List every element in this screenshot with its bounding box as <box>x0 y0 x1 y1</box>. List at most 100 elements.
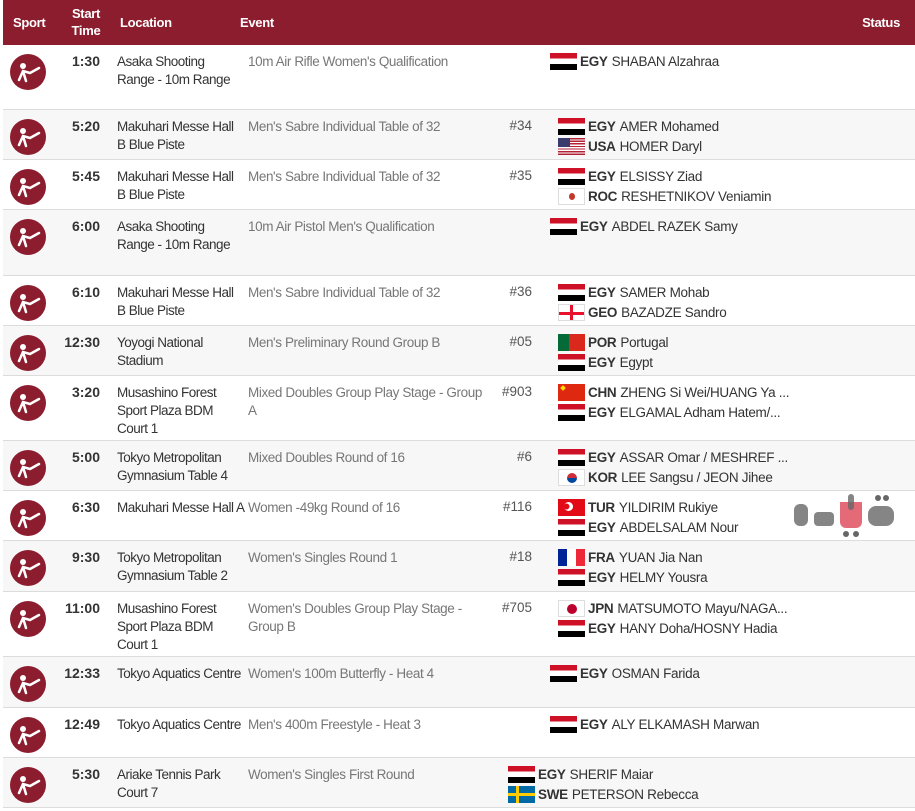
competitor[interactable]: EGY SHERIF Maiar <box>508 764 698 784</box>
event-name[interactable]: Mixed Doubles Round of 16 <box>248 450 405 465</box>
event-name[interactable]: Men's Sabre Individual Table of 32 <box>248 169 441 184</box>
competitors: TUR YILDIRIM Rukiye EGY ABDELSALAM Nour <box>558 497 738 537</box>
table-row[interactable]: 5:45 Makuhari Messe Hall B Blue Piste Me… <box>3 160 915 210</box>
competitor[interactable]: EGY SHABAN Alzahraa <box>550 51 719 71</box>
match-number: #36 <box>509 284 532 299</box>
noc-code: EGY <box>588 620 616 636</box>
flag-egy-icon <box>558 448 585 466</box>
event-name[interactable]: Men's Sabre Individual Table of 32 <box>248 119 441 134</box>
table-tennis-icon <box>10 450 46 486</box>
competitors: EGY ALY ELKAMASH Marwan <box>550 714 760 734</box>
noc-code: EGY <box>588 404 616 420</box>
competitor[interactable]: POR Portugal <box>558 332 669 352</box>
event-name[interactable]: Men's Preliminary Round Group B <box>248 335 441 350</box>
flag-egy-icon <box>508 765 535 783</box>
location: Tokyo Metropolitan Gymnasium Table 4 <box>117 450 228 483</box>
noc-code: GEO <box>588 304 618 320</box>
competitors: EGY AMER Mohamed USA HOMER Daryl <box>558 116 719 156</box>
competitor[interactable]: EGY ABDEL RAZEK Samy <box>550 216 738 236</box>
table-row[interactable]: 5:30 Ariake Tennis Park Court 7 Women's … <box>3 758 915 808</box>
start-time: 6:00 <box>71 218 100 234</box>
location: Asaka Shooting Range - 10m Range <box>117 219 231 252</box>
competitor[interactable]: JPN MATSUMOTO Mayu/NAGA... <box>558 598 788 618</box>
flag-jpn-icon <box>558 599 585 617</box>
event-name[interactable]: Women's Singles First Round <box>248 767 415 782</box>
competitor[interactable]: EGY ABDELSALAM Nour <box>558 517 738 537</box>
table-row[interactable]: 9:30 Tokyo Metropolitan Gymnasium Table … <box>3 541 915 592</box>
competitor[interactable]: EGY AMER Mohamed <box>558 116 719 136</box>
start-time: 12:33 <box>64 665 100 681</box>
location: Tokyo Aquatics Centre <box>117 717 241 732</box>
event-name[interactable]: Mixed Doubles Group Play Stage - Group A <box>248 385 482 418</box>
competitor[interactable]: EGY ELGAMAL Adham Hatem/... <box>558 402 789 422</box>
competitor[interactable]: KOR LEE Sangsu / JEON Jihee <box>558 467 788 487</box>
competitor[interactable]: EGY ELSISSY Ziad <box>558 166 771 186</box>
competitors: EGY OSMAN Farida <box>550 663 700 683</box>
competitor[interactable]: EGY SAMER Mohab <box>558 282 726 302</box>
competitor[interactable]: EGY HANY Doha/HOSNY Hadia <box>558 618 787 638</box>
competitors: EGY SHABAN Alzahraa <box>550 51 719 71</box>
table-row[interactable]: 5:00 Tokyo Metropolitan Gymnasium Table … <box>3 441 915 491</box>
event-name[interactable]: Men's 400m Freestyle - Heat 3 <box>248 717 421 732</box>
header-sport: Sport <box>13 15 46 30</box>
competitor-name: HELMY Yousra <box>619 569 708 585</box>
competitor[interactable]: ROC RESHETNIKOV Veniamin <box>558 186 771 206</box>
competitor[interactable]: USA HOMER Daryl <box>558 136 719 156</box>
table-row[interactable]: 6:30 Makuhari Messe Hall A Women -49kg R… <box>3 491 915 541</box>
start-time: 3:20 <box>71 384 100 400</box>
competitor[interactable]: EGY ASSAR Omar / MESHREF ... <box>558 447 788 467</box>
competitor[interactable]: EGY HELMY Yousra <box>558 567 708 587</box>
competitor[interactable]: SWE PETERSON Rebecca <box>508 784 699 804</box>
noc-code: EGY <box>580 716 608 732</box>
flag-roc-icon <box>558 187 585 205</box>
flag-por-icon <box>558 333 585 351</box>
competitor-name: LEE Sangsu / JEON Jihee <box>621 469 773 485</box>
table-row[interactable]: 12:33 Tokyo Aquatics Centre Women's 100m… <box>3 657 915 708</box>
noc-code: SWE <box>538 786 568 802</box>
competitor-name: HOMER Daryl <box>619 138 703 154</box>
badminton-icon <box>10 385 46 421</box>
location: Makuhari Messe Hall B Blue Piste <box>117 119 234 152</box>
competitor[interactable]: EGY Egypt <box>558 352 668 372</box>
noc-code: JPN <box>588 600 614 616</box>
table-row[interactable]: 6:00 Asaka Shooting Range - 10m Range 10… <box>3 210 915 276</box>
event-name[interactable]: 10m Air Rifle Women's Qualification <box>248 54 448 69</box>
competitor[interactable]: GEO BAZADZE Sandro <box>558 302 727 322</box>
competitors: EGY ELSISSY Ziad ROC RESHETNIKOV Veniami… <box>558 166 771 206</box>
event-name[interactable]: 10m Air Pistol Men's Qualification <box>248 219 435 234</box>
competitor-name: AMER Mohamed <box>619 118 719 134</box>
flag-egy-icon <box>550 52 577 70</box>
competitor-name: SHERIF Maiar <box>569 766 654 782</box>
location: Musashino Forest Sport Plaza BDM Court 1 <box>117 385 217 436</box>
match-number: #18 <box>509 549 532 564</box>
event-name[interactable]: Women's Singles Round 1 <box>248 550 398 565</box>
table-row[interactable]: 3:20 Musashino Forest Sport Plaza BDM Co… <box>3 376 915 441</box>
start-time: 9:30 <box>71 549 100 565</box>
event-name[interactable]: Women -49kg Round of 16 <box>248 500 400 515</box>
noc-code: EGY <box>538 766 566 782</box>
competitor[interactable]: FRA YUAN Jia Nan <box>558 547 707 567</box>
flag-egy-icon <box>550 217 577 235</box>
flag-egy-icon <box>558 568 585 586</box>
competitors: CHN ZHENG Si Wei/HUANG Ya ... EGY ELGAMA… <box>558 382 789 422</box>
noc-code: EGY <box>588 519 616 535</box>
competitor[interactable]: CHN ZHENG Si Wei/HUANG Ya ... <box>558 382 789 402</box>
header-event: Event <box>240 15 274 30</box>
event-name[interactable]: Men's Sabre Individual Table of 32 <box>248 285 441 300</box>
shooting-icon <box>10 219 46 255</box>
table-row[interactable]: 12:30 Yoyogi National Stadium Men's Prel… <box>3 326 915 376</box>
event-name[interactable]: Women's Doubles Group Play Stage - Group… <box>248 601 462 634</box>
table-row[interactable]: 5:20 Makuhari Messe Hall B Blue Piste Me… <box>3 110 915 160</box>
noc-code: EGY <box>580 665 608 681</box>
flag-egy-icon <box>558 283 585 301</box>
table-row[interactable]: 12:49 Tokyo Aquatics Centre Men's 400m F… <box>3 708 915 758</box>
table-row[interactable]: 1:30 Asaka Shooting Range - 10m Range 10… <box>3 45 915 110</box>
competitor[interactable]: EGY OSMAN Farida <box>550 663 700 683</box>
competitor[interactable]: TUR YILDIRIM Rukiye <box>558 497 738 517</box>
competitor[interactable]: EGY ALY ELKAMASH Marwan <box>550 714 760 734</box>
event-name[interactable]: Women's 100m Butterfly - Heat 4 <box>248 666 434 681</box>
table-row[interactable]: 11:00 Musashino Forest Sport Plaza BDM C… <box>3 592 915 657</box>
competitor-name: ZHENG Si Wei/HUANG Ya ... <box>620 384 790 400</box>
table-row[interactable]: 6:10 Makuhari Messe Hall B Blue Piste Me… <box>3 276 915 326</box>
flag-egy-icon <box>558 518 585 536</box>
